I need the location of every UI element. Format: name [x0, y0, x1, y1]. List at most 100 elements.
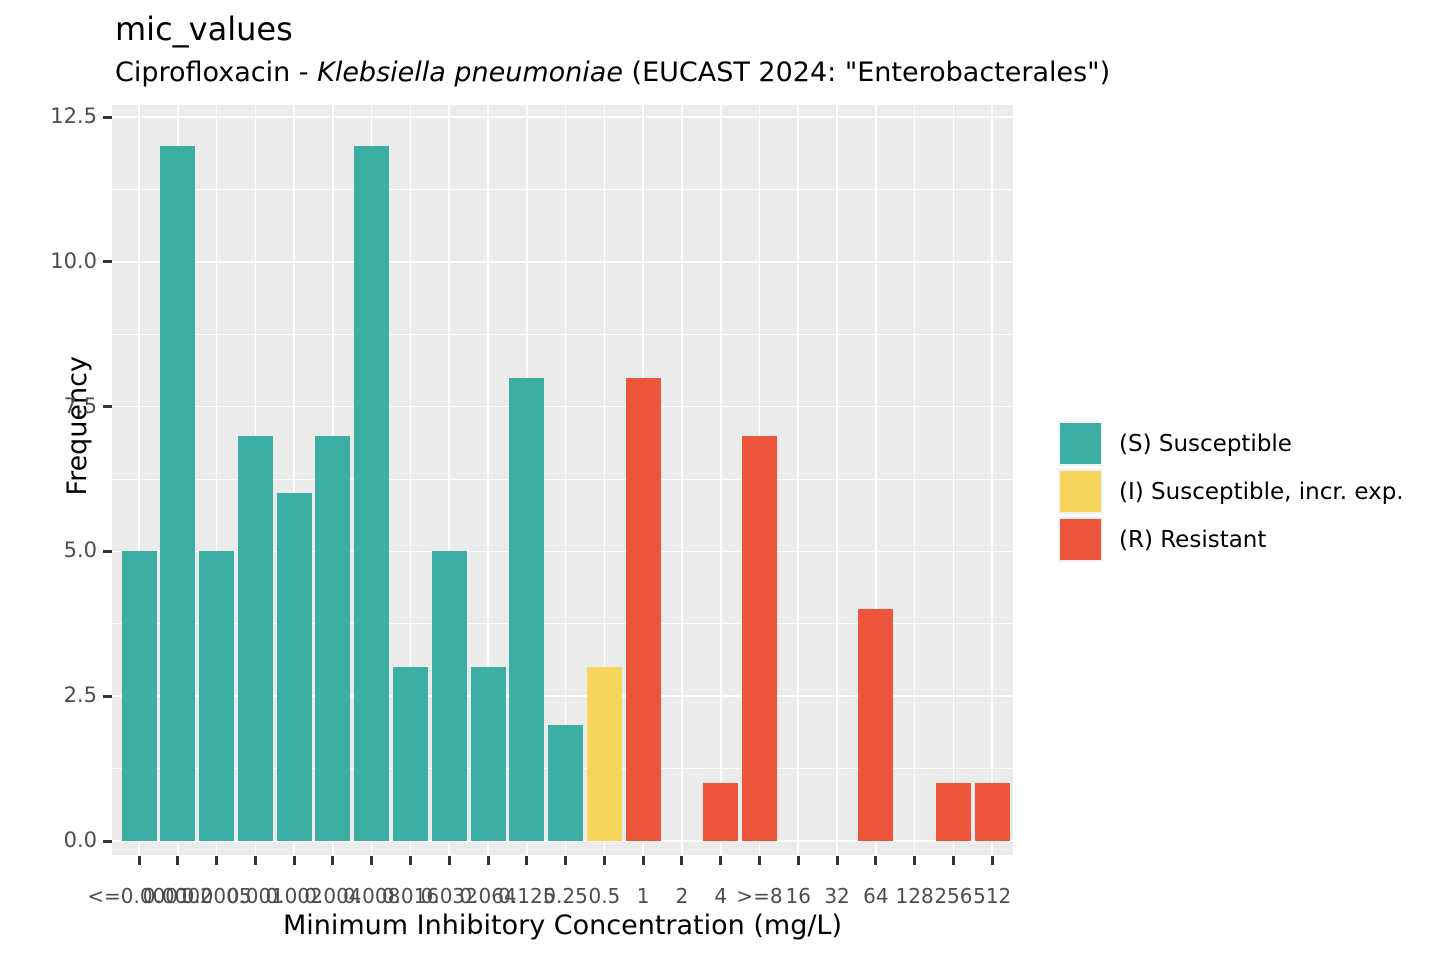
y-tick-mark: [103, 839, 112, 843]
category-gridline: [138, 105, 140, 855]
minor-gridline: [112, 188, 1013, 190]
mic-bar: [431, 551, 467, 841]
x-tick-label: 0.0002: [142, 884, 213, 908]
x-tick-mark: [641, 856, 645, 865]
mic-bar: [858, 609, 894, 841]
x-tick-label: 512: [973, 884, 1012, 908]
mic-bar: [392, 667, 428, 841]
y-tick-label: 7.5: [63, 393, 97, 418]
y-axis-title: Frequency: [62, 356, 94, 496]
x-axis-title: Minimum Inhibitory Concentration (mg/L): [282, 910, 843, 941]
x-tick-mark: [796, 856, 800, 865]
mic-bar: [974, 783, 1010, 841]
major-gridline: [112, 260, 1013, 263]
legend-key: [1058, 517, 1103, 562]
x-tick-label: 128: [895, 884, 934, 908]
legend-swatch-R: [1060, 519, 1101, 560]
major-gridline: [112, 116, 1013, 118]
legend-key: [1058, 469, 1103, 514]
y-tick-mark: [103, 260, 112, 264]
legend-item-R: (R) Resistant: [1058, 517, 1404, 562]
category-gridline: [215, 105, 218, 855]
x-tick-mark: [564, 856, 568, 865]
chart-subtitle: Ciprofloxacin - Klebsiella pneumoniae (E…: [115, 57, 1110, 88]
category-gridline: [603, 105, 606, 855]
x-tick-label: <=0.0001: [87, 884, 191, 908]
category-gridline: [875, 105, 877, 855]
y-tick-mark: [103, 115, 112, 119]
category-gridline: [487, 105, 489, 855]
category-gridline: [681, 105, 683, 855]
x-tick-mark: [253, 856, 257, 865]
category-gridline: [836, 105, 838, 855]
mic-bar: [315, 435, 351, 841]
x-tick-label: 0.032: [420, 884, 478, 908]
x-tick-mark: [990, 856, 994, 865]
mic-bar: [703, 783, 739, 841]
y-tick-label: 2.5: [63, 683, 97, 708]
x-tick-label: 0.0005: [181, 884, 252, 908]
x-tick-mark: [137, 856, 141, 865]
y-tick-mark: [103, 405, 112, 409]
y-tick-label: 10.0: [50, 248, 97, 273]
x-tick-mark: [680, 856, 684, 865]
x-tick-mark: [486, 856, 490, 865]
mic-bar: [548, 725, 584, 841]
y-tick-label: 0.0: [63, 828, 97, 852]
subtitle-antibiotic: Ciprofloxacin -: [115, 57, 318, 88]
x-tick-label: 64: [863, 884, 889, 908]
x-tick-mark: [331, 856, 335, 865]
legend-label: (S) Susceptible: [1119, 430, 1292, 457]
mic-bar: [470, 667, 506, 841]
x-tick-label: 1: [636, 884, 650, 908]
legend-swatch-S: [1060, 423, 1101, 464]
x-tick-mark: [874, 856, 878, 865]
x-tick-mark: [292, 856, 296, 865]
category-gridline: [952, 105, 955, 855]
y-tick-label: 5.0: [63, 538, 97, 563]
mic-bar: [160, 145, 196, 841]
category-gridline: [293, 105, 295, 855]
mic-bar: [586, 667, 622, 841]
mic-bar: [625, 377, 661, 841]
subtitle-guideline: (EUCAST 2024: "Enterobacterales"): [622, 57, 1111, 88]
plot-panel: [112, 105, 1013, 855]
legend: (S) Susceptible (I) Susceptible, incr. ex…: [1058, 421, 1404, 565]
x-tick-mark: [602, 856, 606, 865]
mic-bar: [199, 551, 235, 841]
x-tick-mark: [913, 856, 917, 865]
mic-bar: [354, 145, 390, 841]
x-tick-label: 256: [934, 884, 973, 908]
legend-key: [1058, 421, 1103, 466]
major-gridline: [112, 695, 1013, 698]
legend-item-S: (S) Susceptible: [1058, 421, 1404, 466]
x-tick-mark: [525, 856, 529, 865]
category-gridline: [409, 105, 412, 855]
legend-item-I: (I) Susceptible, incr. exp.: [1058, 469, 1404, 514]
x-tick-label: 0.064: [459, 884, 517, 908]
x-tick-label: 2: [675, 884, 689, 908]
minor-gridline: [112, 478, 1013, 480]
legend-swatch-I: [1060, 471, 1101, 512]
x-tick-label: 4: [714, 884, 728, 908]
x-tick-mark: [835, 856, 839, 865]
x-tick-mark: [951, 856, 955, 865]
y-tick-mark: [103, 694, 112, 698]
y-tick-mark: [103, 549, 112, 553]
x-tick-mark: [408, 856, 412, 865]
minor-gridline: [112, 333, 1013, 335]
x-tick-mark: [370, 856, 374, 865]
legend-label: (R) Resistant: [1119, 526, 1267, 553]
category-gridline: [564, 105, 567, 855]
x-tick-label: 0.002: [265, 884, 323, 908]
mic-bar: [935, 783, 971, 841]
major-gridline: [112, 405, 1013, 408]
category-gridline: [719, 105, 722, 855]
y-tick-label: 12.5: [50, 104, 97, 128]
x-tick-mark: [447, 856, 451, 865]
x-tick-label: 32: [824, 884, 850, 908]
x-tick-label: 0.001: [226, 884, 284, 908]
x-tick-mark: [215, 856, 219, 865]
mic-bar: [509, 377, 545, 841]
